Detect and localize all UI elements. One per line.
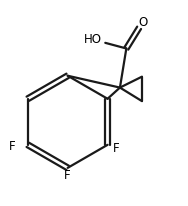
Text: HO: HO bbox=[84, 33, 102, 46]
Text: F: F bbox=[113, 142, 120, 155]
Text: O: O bbox=[139, 16, 148, 29]
Text: F: F bbox=[64, 169, 71, 182]
Text: F: F bbox=[9, 140, 16, 153]
